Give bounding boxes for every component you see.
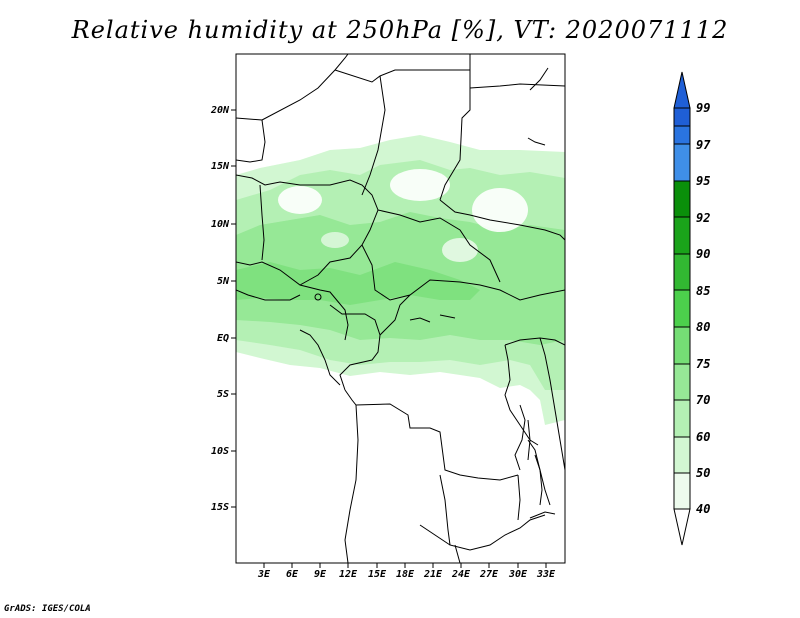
- colorbar-label: 97: [696, 138, 711, 152]
- lat-label: 5N: [217, 276, 230, 287]
- country-borders: [236, 54, 565, 563]
- colorbar-segment: [673, 125, 691, 145]
- colorbar-segment: [673, 253, 691, 291]
- chart-title: Relative humidity at 250hPa [%], VT: 202…: [71, 16, 729, 44]
- colorbar-label: 40: [696, 502, 710, 516]
- colorbar-segment: [673, 399, 691, 438]
- colorbar-label: 95: [696, 174, 710, 188]
- colorbar-top-arrow: [673, 71, 691, 109]
- lon-label: 33E: [536, 569, 556, 580]
- colorbar-label: 50: [696, 466, 710, 480]
- colorbar-segment: [673, 180, 691, 218]
- lon-label: 9E: [314, 569, 327, 580]
- lon-label: 21E: [423, 569, 443, 580]
- colorbar-label: 60: [696, 430, 710, 444]
- colorbar-label: 85: [696, 284, 710, 298]
- colorbar-segment: [673, 289, 691, 328]
- colorbar-label: 90: [696, 247, 710, 261]
- lat-label: EQ: [217, 333, 229, 344]
- credit-text: GrADS: IGES/COLA: [4, 604, 91, 614]
- lat-axis: 20N 15N 10N 5N EQ 5S 10S 15S: [210, 105, 236, 513]
- colorbar-segment: [673, 326, 691, 365]
- map-frame: [235, 53, 566, 564]
- lat-label: 15N: [211, 161, 230, 172]
- lon-label: 30E: [508, 569, 528, 580]
- colorbar-segment: [673, 216, 691, 255]
- humidity-shading: [236, 135, 565, 425]
- colorbar-label: 80: [696, 320, 710, 334]
- colorbar-segment: [673, 363, 691, 401]
- colorbar-label: 70: [696, 393, 710, 407]
- lat-label: 5S: [217, 389, 229, 400]
- colorbar-bottom-arrow: [673, 508, 691, 546]
- lon-label: 3E: [257, 569, 271, 580]
- colorbar-label: 75: [696, 357, 710, 371]
- colorbar: 99 97 95 92 90 85 80 75 70 60 50 40: [673, 71, 711, 546]
- colorbar-label: 99: [696, 101, 710, 115]
- lon-label: 18E: [396, 569, 415, 580]
- lon-label: 6E: [286, 569, 299, 580]
- lon-axis: 3E 6E 9E 12E 15E 18E 21E 24E 27E 30E 33E: [257, 563, 556, 580]
- lon-label: 27E: [479, 569, 499, 580]
- colorbar-segment: [673, 436, 691, 474]
- colorbar-segment: [673, 472, 691, 510]
- lat-label: 20N: [210, 105, 230, 116]
- lon-label: 24E: [451, 569, 471, 580]
- lat-label: 10N: [211, 219, 230, 230]
- colorbar-segment: [673, 107, 691, 127]
- colorbar-segment: [673, 143, 691, 182]
- lat-label: 15S: [211, 502, 229, 513]
- lon-label: 12E: [339, 569, 358, 580]
- lon-label: 15E: [368, 569, 387, 580]
- lat-label: 10S: [211, 446, 229, 457]
- colorbar-label: 92: [696, 211, 710, 225]
